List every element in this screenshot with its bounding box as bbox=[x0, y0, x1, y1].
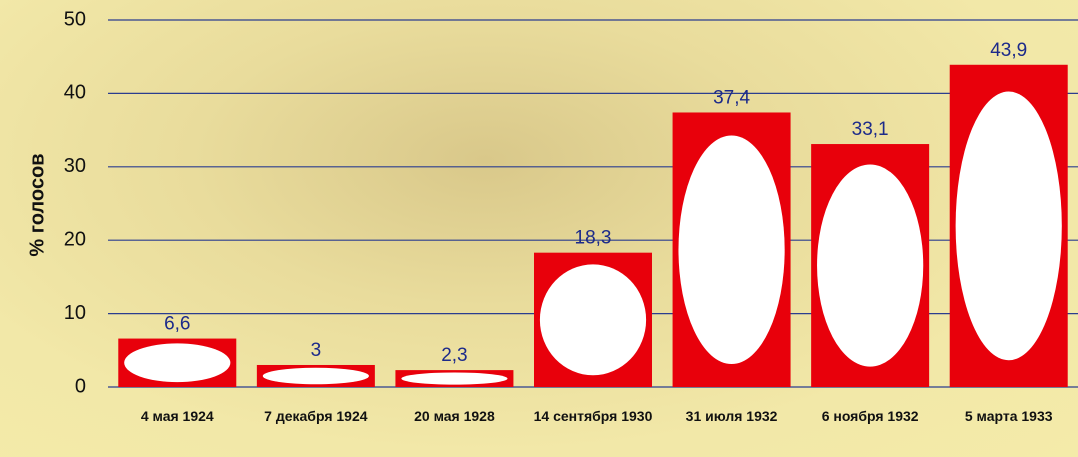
value-label: 3 bbox=[311, 340, 322, 361]
bar-emblem bbox=[540, 264, 646, 375]
value-label: 33,1 bbox=[852, 119, 889, 140]
value-label: 18,3 bbox=[575, 228, 612, 249]
y-tick-label: 50 bbox=[64, 8, 86, 30]
x-tick-label: 5 марта 1933 bbox=[941, 407, 1077, 425]
y-tick-label: 30 bbox=[64, 155, 86, 177]
value-label: 6,6 bbox=[164, 314, 190, 335]
y-axis-label: % голосов bbox=[26, 153, 48, 256]
value-label: 43,9 bbox=[990, 40, 1027, 61]
value-label: 2,3 bbox=[441, 345, 467, 366]
x-tick-label: 7 декабря 1924 bbox=[248, 407, 384, 425]
chart-svg: % голосов 0 10 20 30 40 50 6,6 3 2,3 18,3 37,4 33,1… bbox=[0, 0, 1078, 457]
bar-emblem bbox=[124, 343, 230, 382]
chart: % голосов 0 10 20 30 40 50 6,6 3 2,3 18,3 37,4 33,1… bbox=[0, 0, 1078, 457]
x-tick-label: 14 сентября 1930 bbox=[525, 407, 661, 425]
bar-emblem bbox=[817, 164, 923, 366]
y-tick-label: 20 bbox=[64, 228, 86, 250]
x-tick-label: 20 мая 1928 bbox=[386, 407, 522, 425]
value-label: 37,4 bbox=[713, 87, 750, 108]
bar-emblem bbox=[401, 372, 507, 384]
x-tick-label: 31 июля 1932 bbox=[664, 407, 800, 425]
y-tick-label: 10 bbox=[64, 302, 86, 324]
y-tick-label: 40 bbox=[64, 82, 86, 104]
bar-emblem bbox=[263, 368, 369, 384]
bar-emblem bbox=[678, 135, 784, 364]
y-tick-label: 0 bbox=[75, 375, 86, 397]
x-tick-label: 6 ноября 1932 bbox=[802, 407, 938, 425]
bar-emblem bbox=[956, 92, 1062, 361]
x-tick-label: 4 мая 1924 bbox=[109, 407, 245, 425]
